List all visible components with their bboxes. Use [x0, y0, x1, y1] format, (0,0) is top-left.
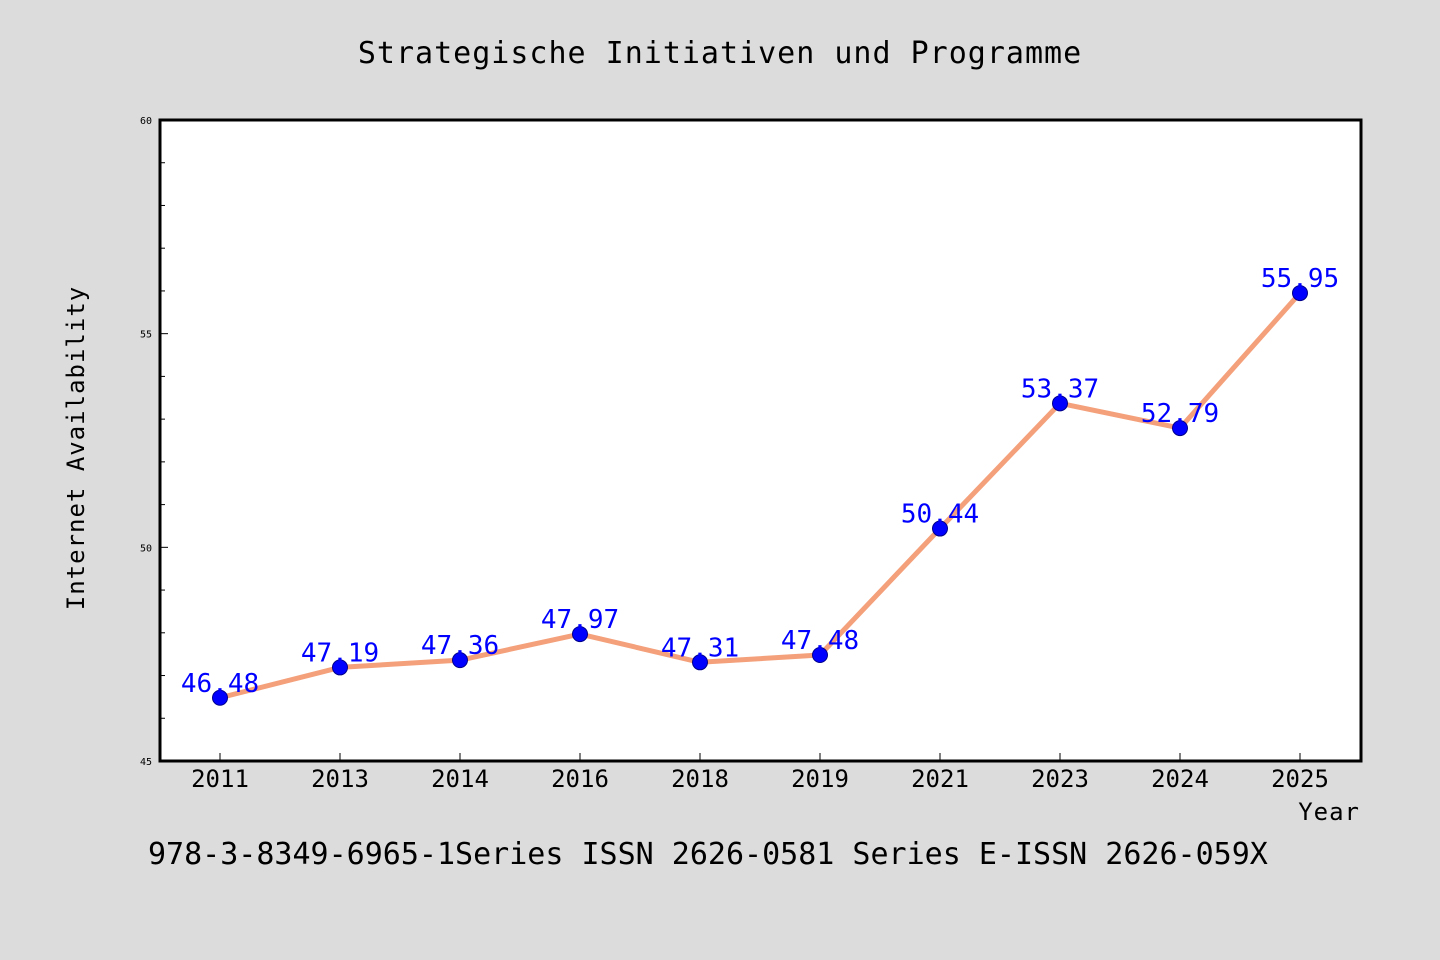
data-point [1292, 285, 1308, 302]
y-tick-label: 55 [140, 330, 152, 341]
x-tick-label: 2013 [311, 765, 369, 793]
plot-area [158, 118, 1363, 763]
data-point [1052, 395, 1068, 412]
data-label: 55.95 [1261, 264, 1339, 294]
x-tick-label: 2024 [1151, 765, 1209, 793]
x-tick-label: 2019 [791, 765, 849, 793]
data-point [332, 659, 348, 676]
x-tick-label: 2016 [551, 765, 609, 793]
y-tick-label: 50 [140, 543, 152, 554]
x-axis: 2011 2013 2014 2016 2018 2019 2021 2023 2024 2025 [191, 753, 1329, 793]
data-label: 47.97 [541, 605, 619, 635]
data-label: 47.31 [661, 633, 739, 663]
data-label: 47.36 [421, 631, 499, 661]
data-label: 46.48 [181, 669, 259, 699]
y-tick-label: 60 [140, 116, 152, 127]
data-label: 47.19 [301, 638, 379, 668]
data-point [452, 652, 468, 669]
x-tick-label: 2018 [671, 765, 729, 793]
data-point [572, 626, 588, 643]
x-tick-label: 2025 [1271, 765, 1329, 793]
y-tick-label: 45 [140, 757, 152, 768]
data-point [212, 689, 228, 706]
y-axis: 45 50 55 60 [140, 116, 168, 768]
data-label: 50.44 [901, 500, 979, 530]
data-label: 53.37 [1021, 374, 1099, 404]
x-tick-label: 2021 [911, 765, 969, 793]
data-label: 52.79 [1141, 399, 1219, 429]
data-point [1172, 420, 1188, 437]
data-point [812, 647, 828, 664]
x-tick-label: 2023 [1031, 765, 1089, 793]
series-polyline [217, 290, 1303, 701]
x-axis-label: Year [1298, 798, 1360, 826]
x-tick-label: 2011 [191, 765, 249, 793]
series-line [212, 285, 1308, 706]
data-labels: 46.48 47.19 47.36 47.97 47.31 47.48 50.44 53.37… [181, 264, 1339, 699]
data-label: 47.48 [781, 626, 859, 656]
footer-isbn-text: 978-3-8349-6965-1Series ISSN 2626-0581 S… [148, 837, 1268, 872]
data-point [932, 520, 948, 537]
chart-title: Strategische Initiativen und Programme [358, 36, 1082, 71]
y-axis-label: Internet Availability [62, 286, 90, 610]
data-point [692, 654, 708, 671]
x-tick-label: 2014 [431, 765, 489, 793]
